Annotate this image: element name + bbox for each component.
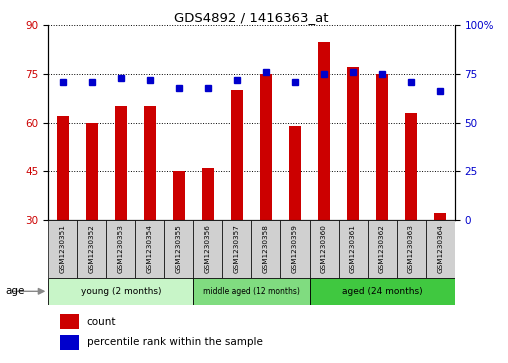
Bar bbox=[260, 74, 272, 220]
Text: GSM1230351: GSM1230351 bbox=[60, 224, 66, 273]
Title: GDS4892 / 1416363_at: GDS4892 / 1416363_at bbox=[174, 11, 329, 24]
Bar bbox=[57, 116, 69, 220]
Text: GSM1230352: GSM1230352 bbox=[89, 224, 95, 273]
Bar bbox=[60, 335, 79, 350]
Text: GSM1230358: GSM1230358 bbox=[263, 224, 269, 273]
Text: GSM1230360: GSM1230360 bbox=[321, 224, 327, 273]
Bar bbox=[434, 213, 446, 220]
Bar bbox=[202, 168, 214, 220]
Bar bbox=[144, 106, 155, 220]
Text: young (2 months): young (2 months) bbox=[81, 287, 161, 296]
Bar bbox=[338, 220, 368, 278]
Text: GSM1230362: GSM1230362 bbox=[379, 224, 385, 273]
Bar bbox=[115, 106, 126, 220]
Bar bbox=[289, 126, 301, 220]
Text: GSM1230355: GSM1230355 bbox=[176, 224, 182, 273]
Text: aged (24 months): aged (24 months) bbox=[342, 287, 422, 296]
Bar bbox=[106, 220, 135, 278]
Bar bbox=[309, 278, 455, 305]
Text: GSM1230353: GSM1230353 bbox=[118, 224, 124, 273]
Bar bbox=[86, 122, 98, 220]
Text: GSM1230363: GSM1230363 bbox=[408, 224, 414, 273]
Bar bbox=[397, 220, 426, 278]
Bar bbox=[135, 220, 165, 278]
Text: percentile rank within the sample: percentile rank within the sample bbox=[87, 337, 263, 347]
Bar bbox=[231, 90, 243, 220]
Bar bbox=[318, 42, 330, 220]
Bar bbox=[60, 314, 79, 329]
Text: GSM1230359: GSM1230359 bbox=[292, 224, 298, 273]
Bar bbox=[165, 220, 194, 278]
Bar bbox=[280, 220, 309, 278]
Bar bbox=[309, 220, 338, 278]
Text: count: count bbox=[87, 317, 116, 327]
Bar bbox=[77, 220, 106, 278]
Bar bbox=[173, 171, 185, 220]
Bar bbox=[194, 278, 309, 305]
Bar bbox=[48, 220, 77, 278]
Text: age: age bbox=[5, 286, 24, 296]
Bar bbox=[347, 68, 359, 220]
Bar bbox=[194, 220, 223, 278]
Bar bbox=[405, 113, 417, 220]
Bar bbox=[376, 74, 388, 220]
Text: GSM1230357: GSM1230357 bbox=[234, 224, 240, 273]
Text: GSM1230356: GSM1230356 bbox=[205, 224, 211, 273]
Bar bbox=[223, 220, 251, 278]
Bar bbox=[368, 220, 397, 278]
Text: middle aged (12 months): middle aged (12 months) bbox=[203, 287, 300, 296]
Bar bbox=[251, 220, 280, 278]
Bar bbox=[426, 220, 455, 278]
Text: GSM1230361: GSM1230361 bbox=[350, 224, 356, 273]
Text: GSM1230364: GSM1230364 bbox=[437, 224, 443, 273]
Text: GSM1230354: GSM1230354 bbox=[147, 224, 153, 273]
Bar bbox=[48, 278, 194, 305]
